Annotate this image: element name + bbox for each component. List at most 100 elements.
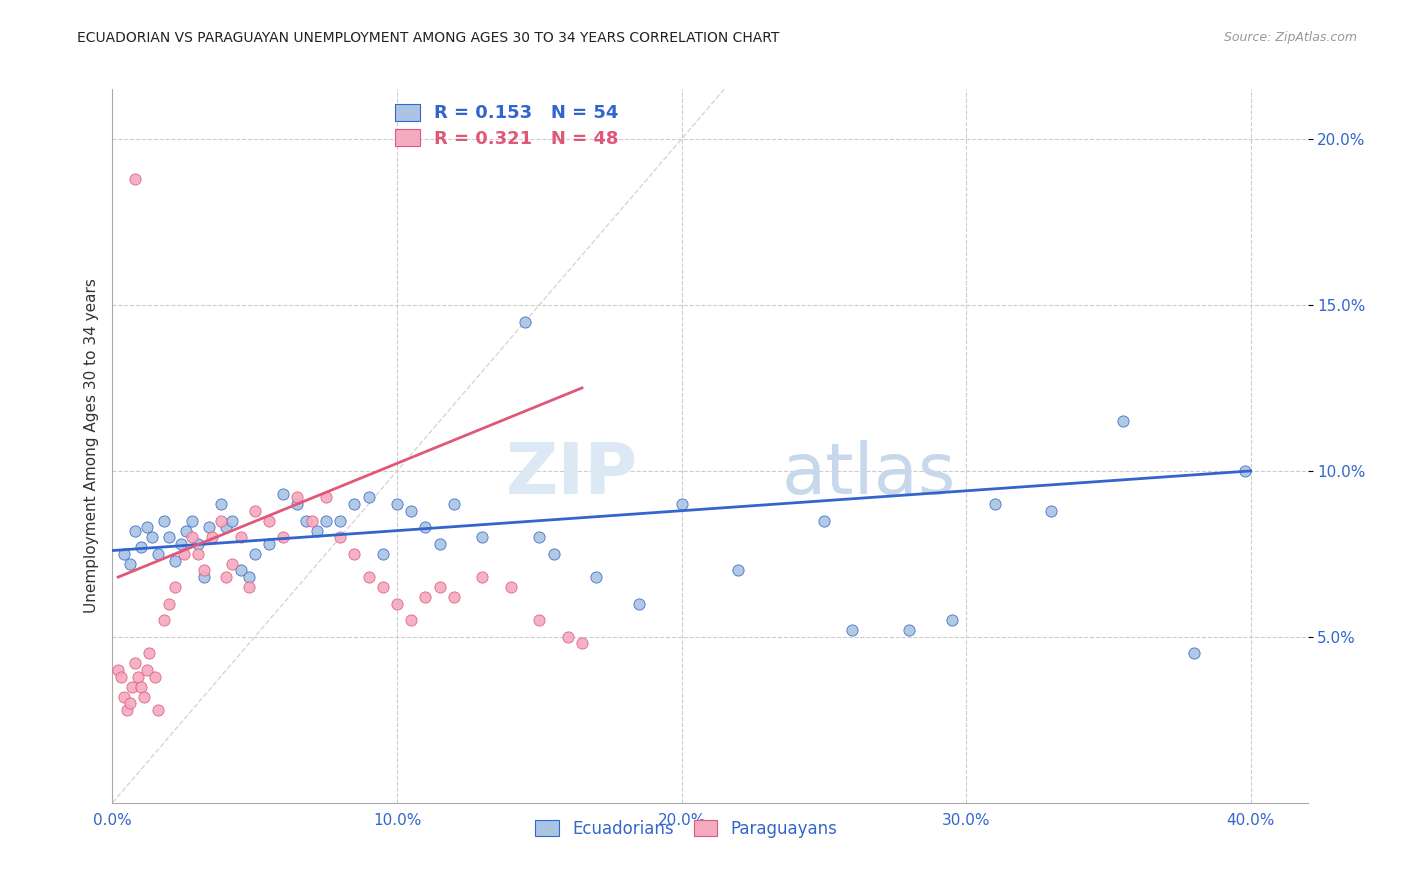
Point — [187, 547, 209, 561]
Point — [415, 590, 437, 604]
Point — [329, 530, 352, 544]
Point — [112, 547, 135, 561]
Point — [271, 530, 294, 544]
Point — [813, 514, 835, 528]
Legend: Ecuadorians, Paraguayans: Ecuadorians, Paraguayans — [529, 814, 844, 845]
Point — [727, 564, 749, 578]
Text: ECUADORIAN VS PARAGUAYAN UNEMPLOYMENT AMONG AGES 30 TO 34 YEARS CORRELATION CHAR: ECUADORIAN VS PARAGUAYAN UNEMPLOYMENT AM… — [77, 31, 780, 45]
Point — [429, 537, 451, 551]
Point — [443, 497, 465, 511]
Y-axis label: Unemployment Among Ages 30 to 34 years: Unemployment Among Ages 30 to 34 years — [83, 278, 98, 614]
Point — [983, 497, 1005, 511]
Point — [471, 570, 494, 584]
Point — [307, 524, 329, 538]
Point — [401, 504, 423, 518]
Point — [841, 624, 863, 638]
Point — [118, 696, 141, 710]
Point — [132, 690, 155, 704]
Point — [135, 663, 157, 677]
Point — [152, 514, 174, 528]
Text: atlas: atlas — [782, 440, 956, 509]
Point — [301, 514, 323, 528]
Point — [941, 613, 963, 627]
Point — [385, 497, 408, 511]
Point — [287, 497, 309, 511]
Point — [243, 504, 266, 518]
Point — [215, 570, 238, 584]
Point — [152, 613, 174, 627]
Point — [671, 497, 693, 511]
Text: Source: ZipAtlas.com: Source: ZipAtlas.com — [1223, 31, 1357, 45]
Point — [401, 613, 423, 627]
Point — [129, 680, 152, 694]
Point — [471, 530, 494, 544]
Text: ZIP: ZIP — [506, 440, 638, 509]
Point — [124, 657, 146, 671]
Point — [176, 524, 198, 538]
Point — [343, 497, 366, 511]
Point — [138, 647, 160, 661]
Point — [287, 491, 309, 505]
Point — [295, 514, 318, 528]
Point — [127, 670, 149, 684]
Point — [209, 514, 232, 528]
Point — [193, 570, 215, 584]
Point — [110, 670, 132, 684]
Point — [243, 547, 266, 561]
Point — [543, 547, 565, 561]
Point — [157, 530, 180, 544]
Point — [257, 537, 280, 551]
Point — [165, 553, 187, 567]
Point — [135, 520, 157, 534]
Point — [529, 530, 551, 544]
Point — [627, 597, 650, 611]
Point — [415, 520, 437, 534]
Point — [129, 540, 152, 554]
Point — [198, 520, 221, 534]
Point — [315, 491, 337, 505]
Point — [898, 624, 921, 638]
Point — [371, 580, 394, 594]
Point — [443, 590, 465, 604]
Point — [1182, 647, 1205, 661]
Point — [181, 514, 204, 528]
Point — [371, 547, 394, 561]
Point — [157, 597, 180, 611]
Point — [209, 497, 232, 511]
Point — [181, 530, 204, 544]
Point — [193, 564, 215, 578]
Point — [215, 520, 238, 534]
Point — [146, 703, 169, 717]
Point — [343, 547, 366, 561]
Point — [124, 171, 146, 186]
Point — [221, 557, 243, 571]
Point — [513, 314, 536, 328]
Point — [112, 690, 135, 704]
Point — [585, 570, 607, 584]
Point — [146, 547, 169, 561]
Point — [557, 630, 579, 644]
Point — [201, 530, 224, 544]
Point — [499, 580, 522, 594]
Point — [221, 514, 243, 528]
Point — [124, 524, 146, 538]
Point — [1111, 414, 1133, 428]
Point — [529, 613, 551, 627]
Point — [238, 580, 260, 594]
Point — [118, 557, 141, 571]
Point — [357, 491, 380, 505]
Point — [385, 597, 408, 611]
Point — [143, 670, 166, 684]
Point — [165, 580, 187, 594]
Point — [238, 570, 260, 584]
Point — [329, 514, 352, 528]
Point — [107, 663, 129, 677]
Point — [170, 537, 193, 551]
Point — [271, 487, 294, 501]
Point — [173, 547, 195, 561]
Point — [229, 530, 252, 544]
Point — [357, 570, 380, 584]
Point — [571, 636, 593, 650]
Point — [121, 680, 143, 694]
Point — [257, 514, 280, 528]
